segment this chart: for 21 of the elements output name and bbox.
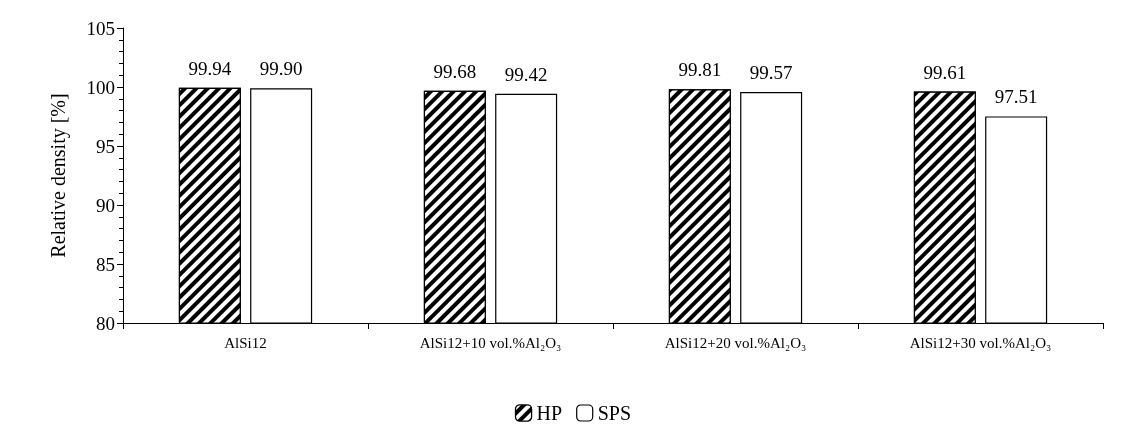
legend-label: HP	[536, 402, 563, 424]
data-label: 99.61	[923, 61, 967, 83]
data-label: 99.90	[259, 58, 303, 80]
y-tick-label: 90	[96, 194, 115, 216]
data-label: 99.68	[433, 60, 477, 82]
y-tick-label: 100	[86, 76, 115, 98]
y-tick-label: 80	[96, 312, 115, 334]
y-tick-label: 105	[86, 17, 115, 39]
y-axis-title: Relative density [%]	[47, 93, 70, 258]
x-tick-label: AlSi12	[224, 334, 267, 351]
data-label: 99.81	[678, 59, 722, 81]
data-label: 99.94	[188, 57, 232, 79]
y-tick-label: 85	[96, 253, 115, 275]
x-tick-label: AlSi12+10 vol.%Al₂O₃	[419, 334, 562, 351]
data-label: 99.42	[504, 63, 548, 85]
data-label: 99.57	[749, 62, 793, 84]
x-tick-label: AlSi12+30 vol.%Al₂O₃	[909, 334, 1052, 351]
y-tick-label: 95	[96, 135, 115, 157]
x-tick-label: AlSi12+20 vol.%Al₂O₃	[664, 334, 807, 351]
legend-label: SPS	[597, 402, 632, 424]
data-label: 97.51	[994, 86, 1038, 108]
